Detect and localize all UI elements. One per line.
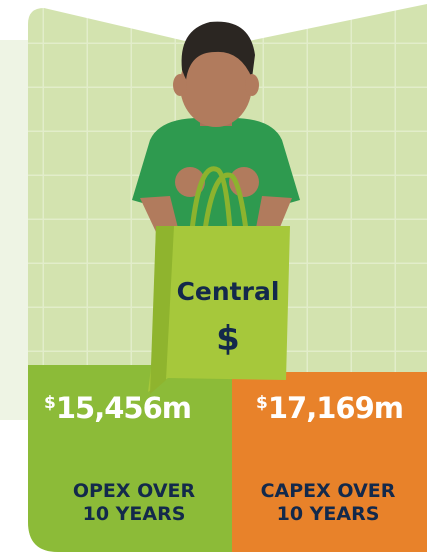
amount: $15,456m [44, 391, 191, 425]
caption-line: CAPEX OVER [261, 480, 396, 502]
caption-line: OPEX OVER [73, 480, 196, 502]
bag-symbol: $ [216, 319, 240, 359]
caption-line: 10 YEARS [277, 503, 380, 525]
bag-label: Central [177, 277, 280, 306]
amount: $17,169m [256, 391, 403, 425]
person [132, 21, 300, 250]
capex-panel [232, 372, 427, 552]
caption-line: 10 YEARS [83, 503, 186, 525]
opex-panel [28, 365, 232, 552]
bag [148, 166, 290, 394]
